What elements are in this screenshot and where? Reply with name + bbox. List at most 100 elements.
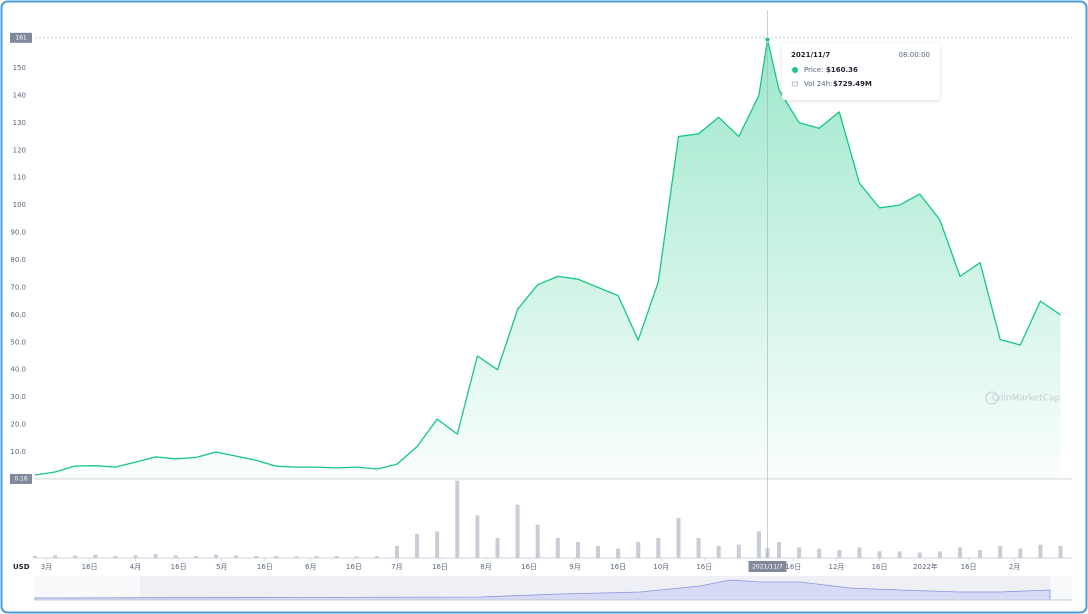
x-tick-label: 16日 — [961, 563, 977, 571]
volume-bar — [696, 538, 701, 558]
tooltip-time: 08:00:00 — [899, 51, 930, 59]
crosshair-y-box — [10, 32, 32, 43]
crosshair-x-box — [748, 561, 787, 572]
tooltip-date: 2021/11/7 — [791, 51, 830, 59]
volume-bar — [555, 538, 560, 558]
x-tick-label: 16日 — [432, 563, 448, 571]
volume-bar — [515, 504, 520, 558]
volume-bar — [133, 555, 138, 558]
hover-point — [764, 36, 771, 43]
volume-bar — [998, 546, 1003, 558]
volume-bar — [294, 556, 299, 558]
crosshair-x-label: 2021/11/7 — [752, 564, 783, 571]
volume-bar — [957, 547, 962, 558]
y-tick-label: 70.0 — [10, 283, 26, 291]
volume-bar — [535, 524, 540, 558]
volume-bar — [575, 542, 580, 558]
volume-bar — [616, 548, 621, 558]
x-tick-label: 16日 — [785, 563, 801, 571]
tooltip-vol-label: Vol 24h: — [804, 80, 832, 88]
volume-bar — [93, 554, 98, 558]
volume-bar — [53, 555, 58, 558]
y-tick-label: 10.0 — [10, 448, 26, 456]
volume-bar — [374, 556, 379, 558]
x-tick-label: 16日 — [171, 563, 187, 571]
volume-bar — [797, 547, 802, 558]
volume-bar — [1038, 544, 1043, 558]
volume-bar — [495, 538, 500, 558]
y-tick-label: 110 — [13, 174, 26, 182]
x-tick-label: 8月 — [480, 563, 491, 571]
x-tick-label: 16日 — [872, 563, 888, 571]
tooltip-price: $160.36 — [826, 66, 858, 74]
x-tick-label: 2月 — [1009, 563, 1020, 571]
volume-bar — [756, 531, 761, 558]
volume-bar — [676, 518, 681, 558]
volume-bar — [334, 556, 339, 558]
x-tick-label: 6月 — [305, 563, 316, 571]
low-label: 0.16 — [14, 475, 28, 482]
x-tick-label: 16日 — [696, 563, 712, 571]
y-tick-label: 20.0 — [10, 421, 26, 429]
y-tick-label: 100 — [13, 201, 26, 209]
y-tick-label: 60.0 — [10, 311, 26, 319]
y-tick-label: 120 — [13, 146, 26, 154]
volume-bar — [33, 556, 37, 558]
price-line — [34, 38, 1061, 476]
volume-bar — [354, 556, 359, 558]
x-tick-label: 16日 — [346, 563, 362, 571]
x-tick-label: 10月 — [653, 563, 669, 571]
volume-bar — [978, 550, 983, 558]
volume-bar — [897, 551, 902, 558]
tooltip-price-label: Price: — [804, 66, 823, 74]
volume-bar — [475, 515, 480, 558]
volume-bar — [736, 544, 741, 558]
navigator-area — [34, 579, 1051, 601]
watermark-logo — [985, 391, 999, 405]
x-tick-label: 16日 — [257, 563, 273, 571]
volume-bar — [1058, 546, 1063, 558]
price-area — [35, 39, 1061, 480]
volume-bar — [776, 542, 781, 558]
y-tick-label: 40.0 — [10, 366, 26, 374]
volume-bar — [254, 556, 259, 558]
volume-bar — [837, 550, 842, 558]
volume-bar — [877, 551, 882, 558]
tooltip-box — [782, 43, 940, 100]
x-tick-label: 7月 — [391, 563, 402, 571]
y-tick-label: 130 — [13, 119, 26, 127]
x-tick-label: 16日 — [610, 563, 626, 571]
x-tick-label: 3月 — [41, 563, 52, 571]
volume-bar — [1018, 548, 1023, 558]
volume-bar — [596, 546, 601, 558]
y-tick-label: 150 — [13, 64, 26, 72]
volume-bar — [937, 551, 942, 558]
volume-bar — [917, 552, 922, 558]
crosshair-y-label: 161 — [15, 34, 27, 41]
volume-bar — [817, 548, 822, 558]
volume-bar — [314, 556, 319, 558]
volume-bar — [656, 538, 661, 558]
volume-bar — [113, 556, 118, 558]
x-tick-label: 4月 — [130, 563, 141, 571]
x-tick-label: 12月 — [828, 563, 844, 571]
low-label-box — [10, 473, 32, 484]
y-tick-label: 140 — [13, 91, 26, 99]
y-tick-label: 50.0 — [10, 338, 26, 346]
volume-bar — [636, 542, 641, 558]
volume-bar — [274, 556, 279, 558]
y-tick-label: 90.0 — [10, 229, 26, 237]
tooltip: 2021/11/7 08:00:00 Price: $160.36 Vol 24… — [782, 43, 940, 100]
x-tick-label: 9月 — [569, 563, 580, 571]
volume-bar — [455, 480, 460, 558]
x-tick-label: 5月 — [216, 563, 227, 571]
volume-bar — [394, 546, 399, 558]
x-tick-label: 16日 — [82, 563, 98, 571]
volume-bar — [234, 555, 239, 558]
volume-bar — [173, 555, 178, 558]
x-tick-label: 16日 — [521, 563, 537, 571]
volume-bar — [213, 554, 218, 558]
volume-bar — [193, 556, 198, 558]
tooltip-price-dot — [792, 67, 798, 73]
